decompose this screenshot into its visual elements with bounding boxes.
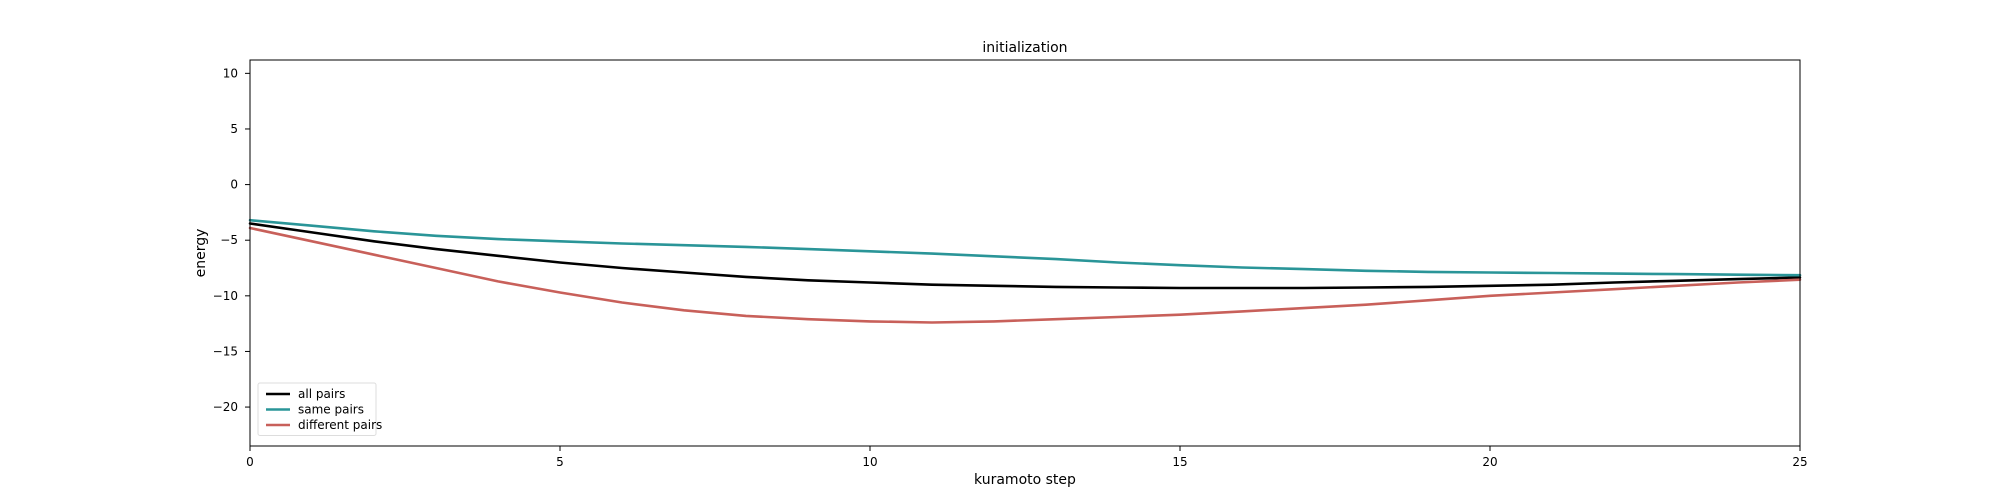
y-tick-label: −20: [213, 400, 238, 414]
x-tick-label: 0: [246, 455, 254, 469]
x-tick-label: 10: [862, 455, 877, 469]
series-line-different-pairs: [248, 226, 1802, 324]
y-tick-label: −5: [220, 233, 238, 247]
legend-label: all pairs: [298, 387, 345, 401]
series-line-all-pairs: [248, 222, 1802, 290]
x-tick-label: 5: [556, 455, 564, 469]
ticks-layer: 0 5 10 15 20 25 10 5 0 −5 −10 −15 −20: [213, 66, 1808, 469]
x-tick-label: 15: [1172, 455, 1187, 469]
plot-frame: [249, 59, 1801, 447]
y-tick-label: −10: [213, 289, 238, 303]
x-tick-label: 25: [1792, 455, 1807, 469]
x-axis-label: kuramoto step: [974, 472, 1076, 488]
chart-title: initialization: [982, 40, 1067, 56]
legend-label: different pairs: [298, 418, 382, 432]
y-tick-label: 0: [230, 178, 238, 192]
y-tick-label: −15: [213, 344, 238, 358]
y-axis-label: energy: [193, 229, 209, 278]
legend-label: same pairs: [298, 403, 364, 417]
series-line-same-pairs: [248, 218, 1802, 277]
y-tick-label: 10: [223, 66, 238, 80]
x-tick-label: 20: [1482, 455, 1497, 469]
series-layer: [248, 218, 1802, 324]
y-tick-label: 5: [230, 122, 238, 136]
legend-box: [257, 382, 377, 436]
